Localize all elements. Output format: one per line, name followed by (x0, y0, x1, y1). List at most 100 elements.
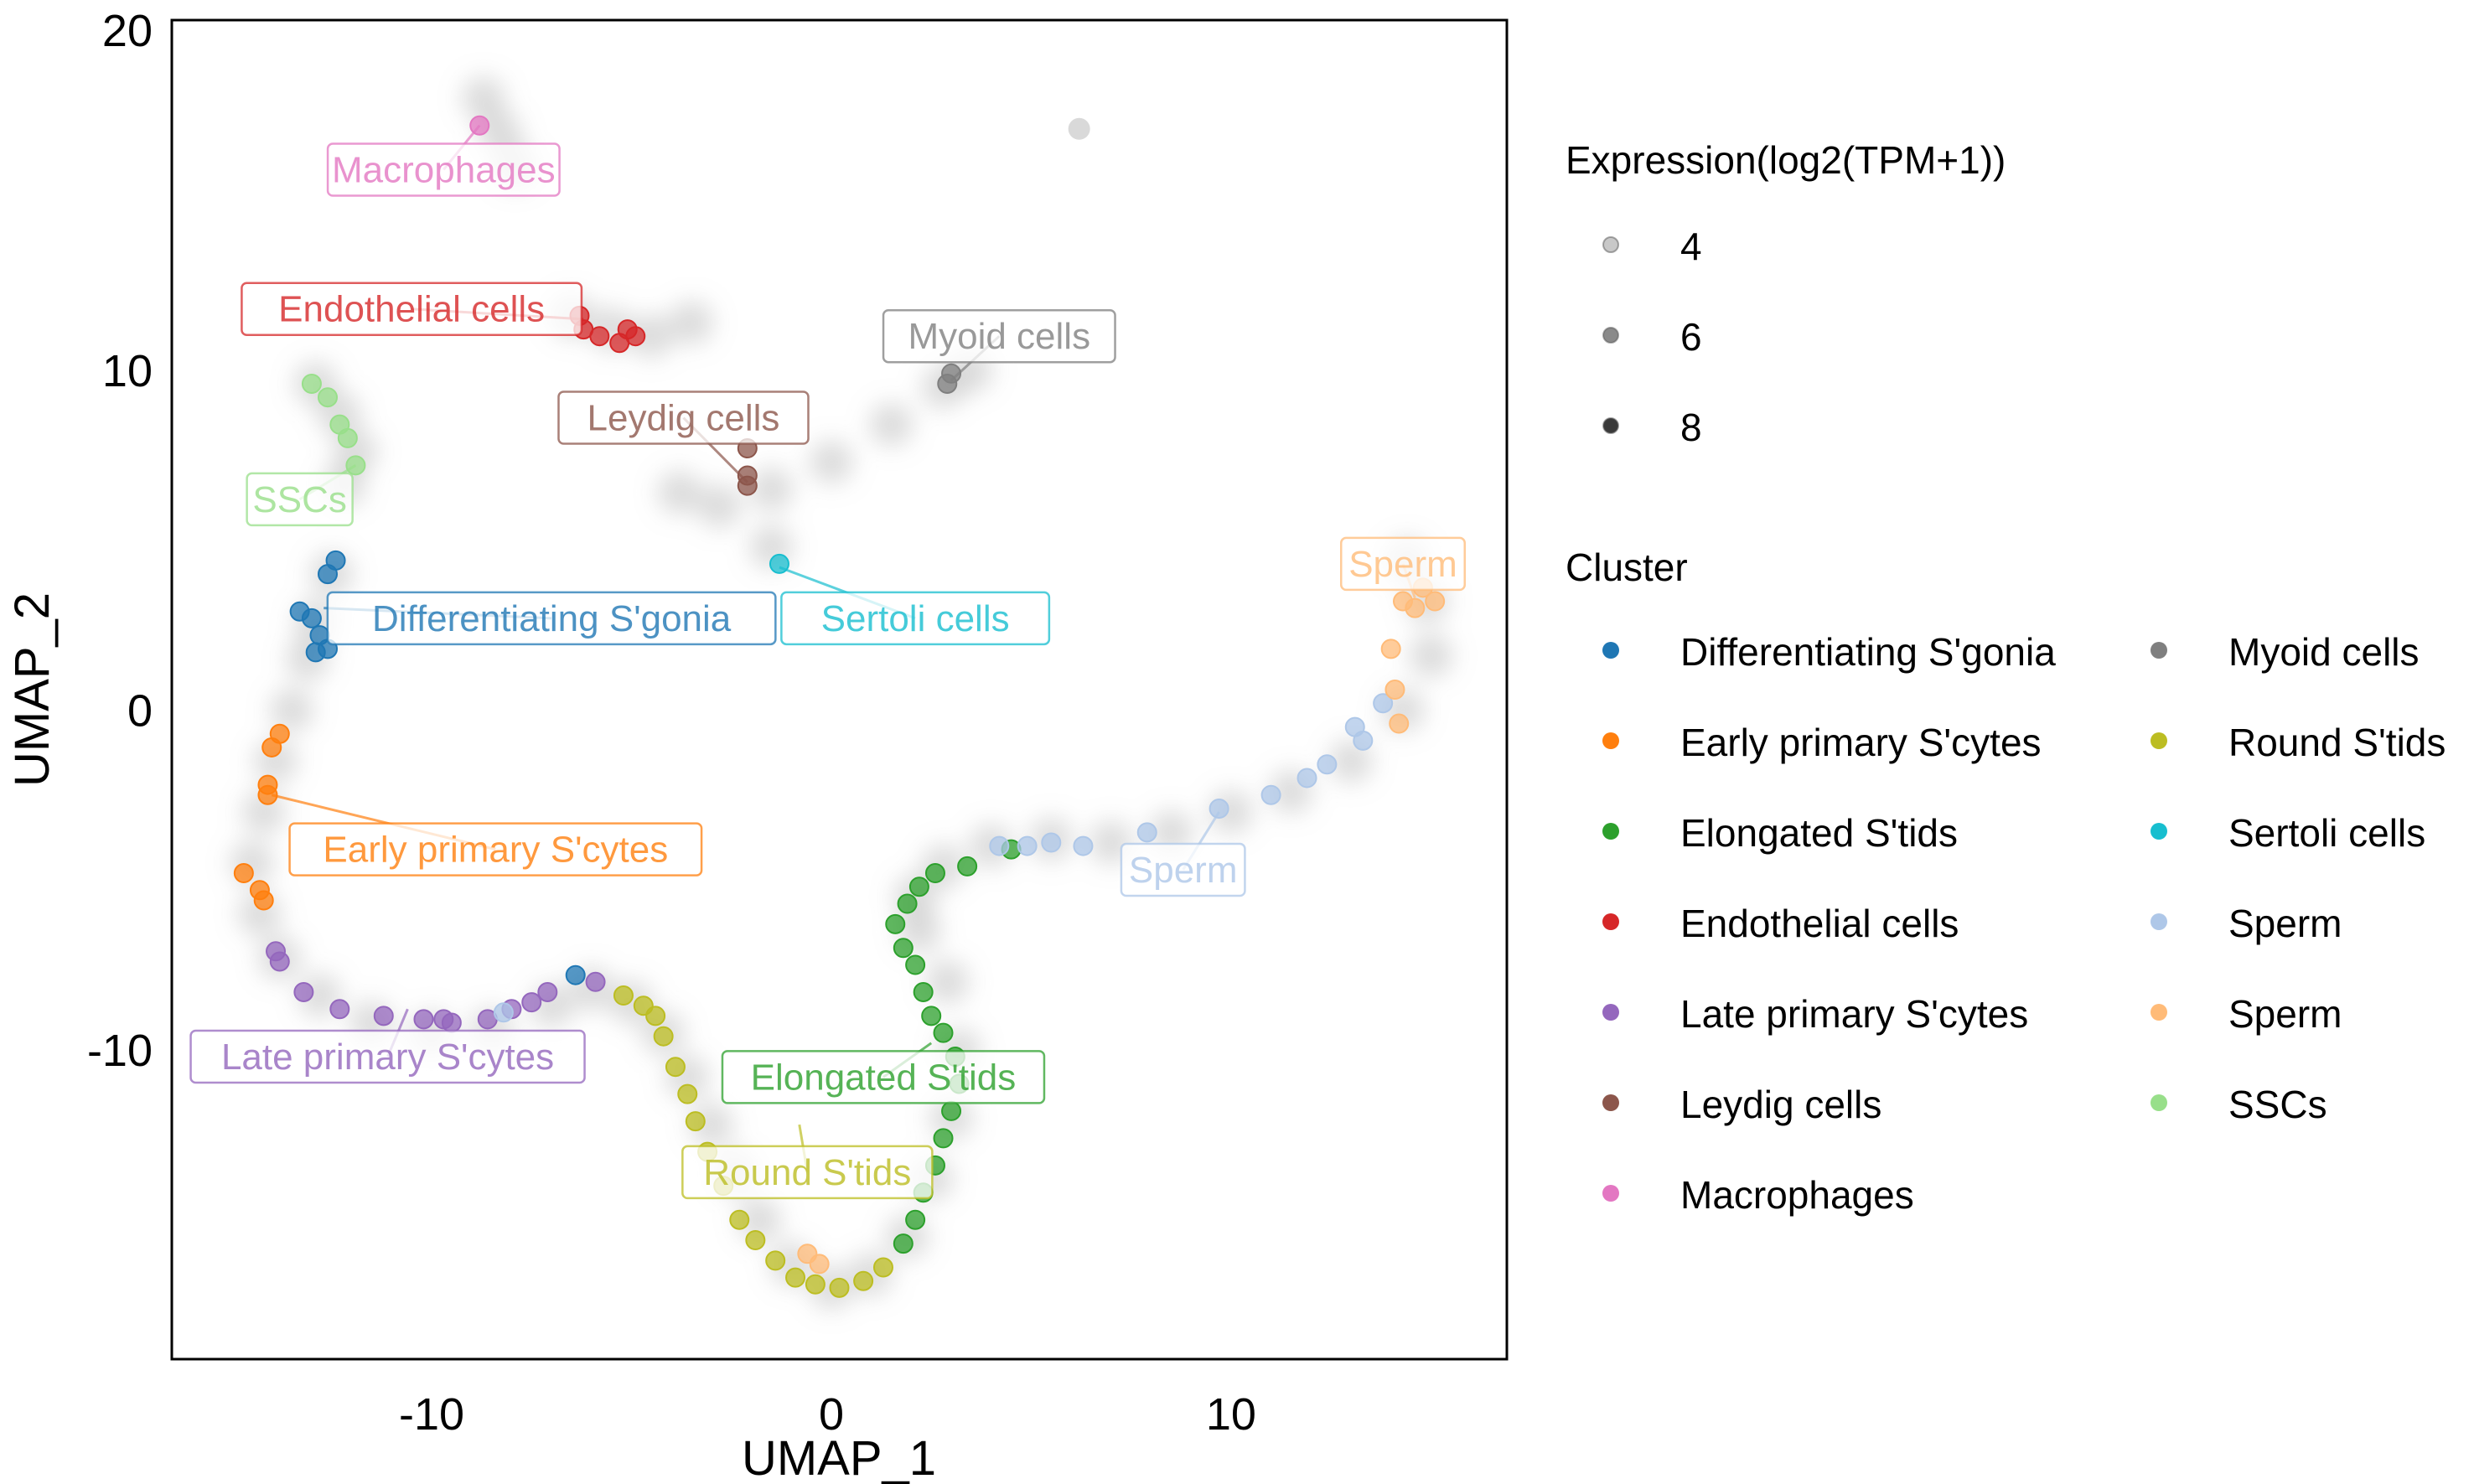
y-tick-label: 10 (102, 346, 153, 396)
label-text: Round S'tids (703, 1152, 911, 1193)
cluster-swatch (1602, 1004, 1619, 1021)
data-point (765, 1250, 786, 1271)
expression-swatch (1602, 417, 1619, 434)
cluster-label: Myoid cells (882, 308, 1116, 382)
data-point (441, 1012, 462, 1033)
data-point (413, 1009, 434, 1030)
label-box (1339, 536, 1466, 592)
data-point (893, 1233, 914, 1254)
density-blob (925, 959, 970, 1004)
label-text: Elongated S'tids (751, 1057, 1017, 1098)
label-box (1120, 842, 1246, 897)
data-point (933, 1022, 954, 1043)
points-layer (233, 115, 1446, 1298)
cluster-label: SSCs (246, 464, 357, 527)
data-point (893, 938, 914, 959)
data-point (269, 951, 290, 972)
data-point (921, 1006, 942, 1026)
expression-level-label: 6 (1680, 315, 1702, 359)
data-point (853, 1270, 874, 1291)
data-point (1344, 716, 1365, 737)
data-point (905, 954, 926, 975)
data-point (301, 373, 322, 394)
cluster-swatch (2151, 1004, 2167, 1021)
label-box (780, 591, 1051, 646)
x-axis-ticks: -10 0 10 (399, 1389, 1256, 1440)
cluster-label: Leydig cells (557, 390, 810, 483)
expression-swatch (1602, 236, 1619, 253)
data-point (293, 981, 314, 1002)
data-point (685, 1111, 706, 1132)
cluster-legend-label: Late primary S'cytes (1680, 992, 2028, 1036)
density-blob (809, 440, 853, 484)
expression-legend-title: Expression(log2(TPM+1)) (1566, 138, 2006, 182)
data-point (872, 1257, 893, 1278)
label-text: Early primary S'cytes (323, 830, 668, 871)
data-point (1425, 591, 1446, 612)
data-point (337, 427, 358, 448)
cluster-swatch (1602, 1185, 1619, 1202)
data-point (585, 971, 606, 992)
data-point (785, 1267, 806, 1288)
data-point (897, 893, 918, 914)
label-box (882, 308, 1116, 364)
x-axis-title: UMAP_1 (742, 1431, 936, 1484)
cluster-label: Elongated S'tids (721, 1042, 1046, 1104)
data-point (908, 876, 929, 897)
expression-swatch (1602, 327, 1619, 344)
cluster-label: Endothelial cells (241, 282, 584, 336)
density-blob (1409, 633, 1453, 678)
label-text: Endothelial cells (278, 289, 545, 330)
y-tick-label: 20 (102, 6, 153, 56)
label-box (721, 1050, 1046, 1104)
cluster-legend-label: Sperm (2228, 992, 2342, 1036)
cluster-swatch (1602, 642, 1619, 659)
data-point (933, 1128, 954, 1149)
data-point (493, 1002, 514, 1023)
label-text: Myoid cells (908, 316, 1090, 357)
data-point (301, 608, 322, 628)
data-point (233, 863, 254, 884)
label-box (681, 1145, 934, 1200)
data-point (924, 863, 945, 884)
label-text: Differentiating S'gonia (372, 598, 732, 639)
data-point (1385, 680, 1405, 700)
data-point (261, 737, 282, 758)
data-point (318, 387, 339, 408)
cluster-legend-label: Myoid cells (2228, 630, 2420, 674)
data-point (1380, 639, 1401, 659)
data-point (905, 1209, 926, 1230)
cluster-label: Early primary S'cytes (271, 794, 703, 876)
cluster-legend-label: SSCs (2228, 1083, 2327, 1126)
data-point (677, 1083, 698, 1104)
data-point (729, 1209, 750, 1230)
density-blob (749, 467, 794, 511)
cluster-legend-label: Endothelial cells (1680, 902, 1959, 945)
plot-frame (170, 18, 1509, 1361)
density-blob (738, 1197, 782, 1242)
cluster-legend-label: Sperm (2228, 902, 2342, 945)
cluster-legend: Cluster Differentiating S'gonia Early pri… (1566, 546, 2446, 1217)
y-tick-label: 0 (127, 685, 153, 736)
cluster-swatch (2151, 823, 2167, 840)
density-blob (270, 688, 314, 732)
data-point (305, 642, 326, 663)
cluster-legend-label: Leydig cells (1680, 1083, 1881, 1126)
label-box (189, 1029, 586, 1084)
density-blob (629, 314, 674, 359)
density-blob (462, 76, 506, 121)
label-text: Sertoli cells (821, 598, 1010, 639)
cluster-legend-label: Differentiating S'gonia (1680, 630, 2056, 674)
data-point (1317, 754, 1338, 775)
data-point (521, 992, 542, 1013)
label-box (326, 142, 561, 197)
data-point (625, 326, 646, 347)
data-point (737, 465, 758, 486)
cluster-labels: Macrophages Endothelial cells Myoid cells L… (189, 124, 1466, 1200)
expression-legend: Expression(log2(TPM+1)) 4 6 8 (1566, 138, 2006, 449)
cluster-swatch (1602, 1094, 1619, 1111)
cluster-label: Late primary S'cytes (189, 1008, 586, 1084)
cluster-swatch (1602, 823, 1619, 840)
cluster-swatch (2151, 732, 2167, 749)
